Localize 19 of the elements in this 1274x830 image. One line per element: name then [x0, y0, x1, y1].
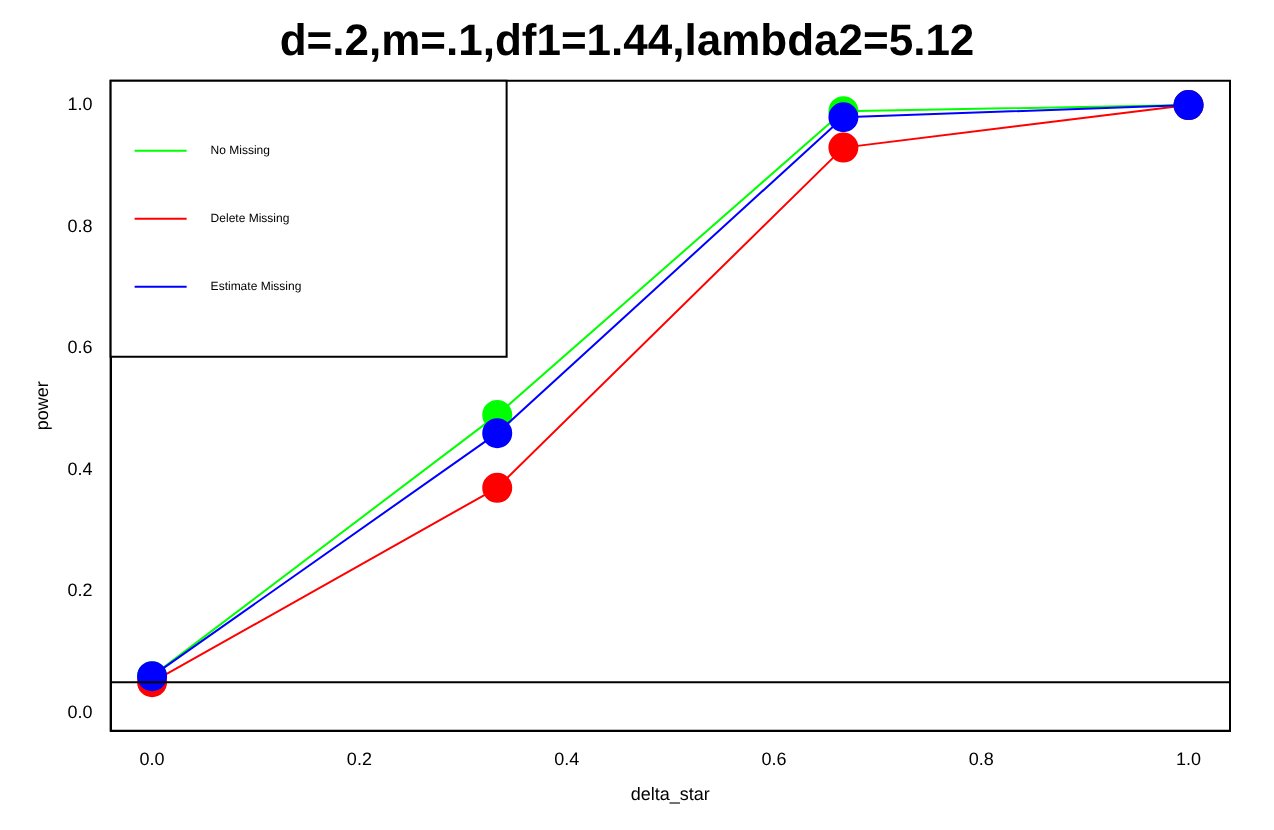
- y-tick-label: 0.4: [67, 458, 93, 479]
- x-tick-label: 0.6: [761, 748, 787, 769]
- x-axis-title: delta_star: [630, 784, 710, 805]
- y-tick-label: 0.8: [67, 215, 93, 236]
- y-tick-label: 0.2: [67, 580, 93, 601]
- point: [482, 472, 513, 503]
- point: [828, 102, 859, 133]
- chart-title: d=.2,m=.1,df1=1.44,lambda2=5.12: [279, 14, 975, 65]
- y-tick-label: 1.0: [67, 94, 93, 115]
- point: [482, 418, 513, 449]
- y-tick-label: 0.6: [67, 337, 93, 358]
- x-tick-label: 0.0: [139, 748, 165, 769]
- y-axis-title: power: [31, 381, 52, 431]
- x-tick-label: 1.0: [1176, 748, 1202, 769]
- y-tick-label: 0.0: [67, 701, 93, 722]
- point: [828, 132, 859, 163]
- x-tick-label: 0.2: [346, 748, 372, 769]
- x-tick-label: 0.8: [968, 748, 994, 769]
- x-tick-label: 0.4: [554, 748, 580, 769]
